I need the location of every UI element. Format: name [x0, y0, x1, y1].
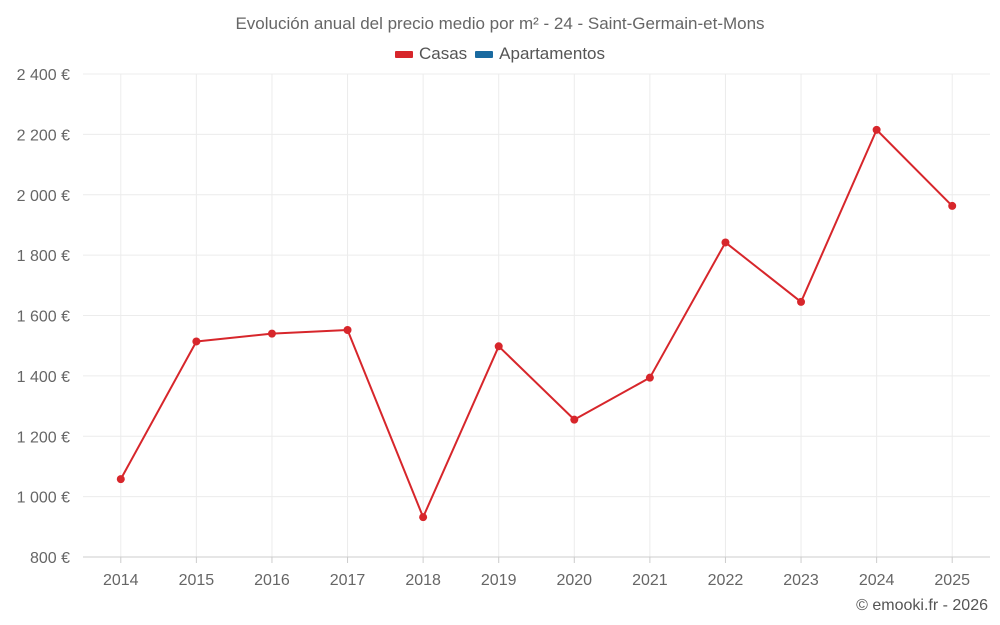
copyright-text: © emooki.fr - 2026 — [856, 597, 988, 614]
y-tick-label: 800 € — [30, 550, 70, 567]
y-axis-ticks: 800 € 1 000 € 1 200 € 1 400 € 1 600 € 1 800 €… — [17, 67, 70, 567]
y-tick-label: 1 800 € — [17, 248, 70, 265]
data-point-2014[interactable] — [116, 475, 125, 484]
x-tick-label: 2015 — [179, 572, 215, 589]
legend-item-apartamentos[interactable]: Apartamentos — [475, 44, 605, 64]
x-tick-label: 2019 — [481, 572, 517, 589]
legend-item-casas[interactable]: Casas — [394, 44, 468, 64]
y-tick-label: 1 200 € — [17, 429, 70, 446]
data-point-2018[interactable] — [419, 513, 428, 522]
data-point-2019[interactable] — [494, 342, 503, 351]
data-point-2021[interactable] — [645, 373, 654, 382]
data-point-2020[interactable] — [570, 415, 579, 424]
x-tick-label: 2021 — [632, 572, 668, 589]
x-tick-label: 2014 — [103, 572, 139, 589]
y-tick-label: 2 000 € — [17, 188, 70, 205]
chart-legend: Casas Apartamentos — [0, 44, 1000, 64]
data-point-2023[interactable] — [797, 297, 806, 306]
x-tick-label: 2016 — [254, 572, 290, 589]
data-point-2017[interactable] — [343, 325, 352, 334]
legend-label-apartamentos: Apartamentos — [499, 44, 606, 63]
x-tick-label: 2017 — [330, 572, 366, 589]
x-tick-label: 2024 — [859, 572, 895, 589]
legend-swatch-casas — [394, 50, 413, 58]
x-tick-label: 2022 — [708, 572, 744, 589]
legend-swatch-apartamentos — [475, 50, 494, 58]
x-tick-label: 2020 — [556, 572, 592, 589]
x-tick-label: 2018 — [405, 572, 441, 589]
grid-lines — [83, 73, 990, 557]
y-tick-label: 2 200 € — [17, 127, 70, 144]
x-tick-label: 2025 — [934, 572, 970, 589]
data-point-2024[interactable] — [872, 125, 881, 134]
data-point-2022[interactable] — [721, 238, 730, 247]
y-tick-label: 2 400 € — [17, 67, 70, 84]
chart-title: Evolución anual del precio medio por m² … — [235, 14, 765, 33]
y-tick-label: 1 000 € — [17, 490, 70, 507]
data-point-2025[interactable] — [948, 201, 957, 210]
x-axis-ticks: 2014 2015 2016 2017 2018 2019 2020 2021 2022 2023… — [103, 557, 970, 589]
legend-label-casas: Casas — [418, 44, 468, 63]
y-tick-label: 1 400 € — [17, 369, 70, 386]
series-group — [116, 125, 957, 522]
x-tick-label: 2023 — [783, 572, 819, 589]
data-point-2016[interactable] — [267, 329, 276, 338]
y-tick-label: 1 600 € — [17, 309, 70, 326]
data-point-2015[interactable] — [192, 337, 201, 346]
series-line-casas — [119, 128, 953, 519]
